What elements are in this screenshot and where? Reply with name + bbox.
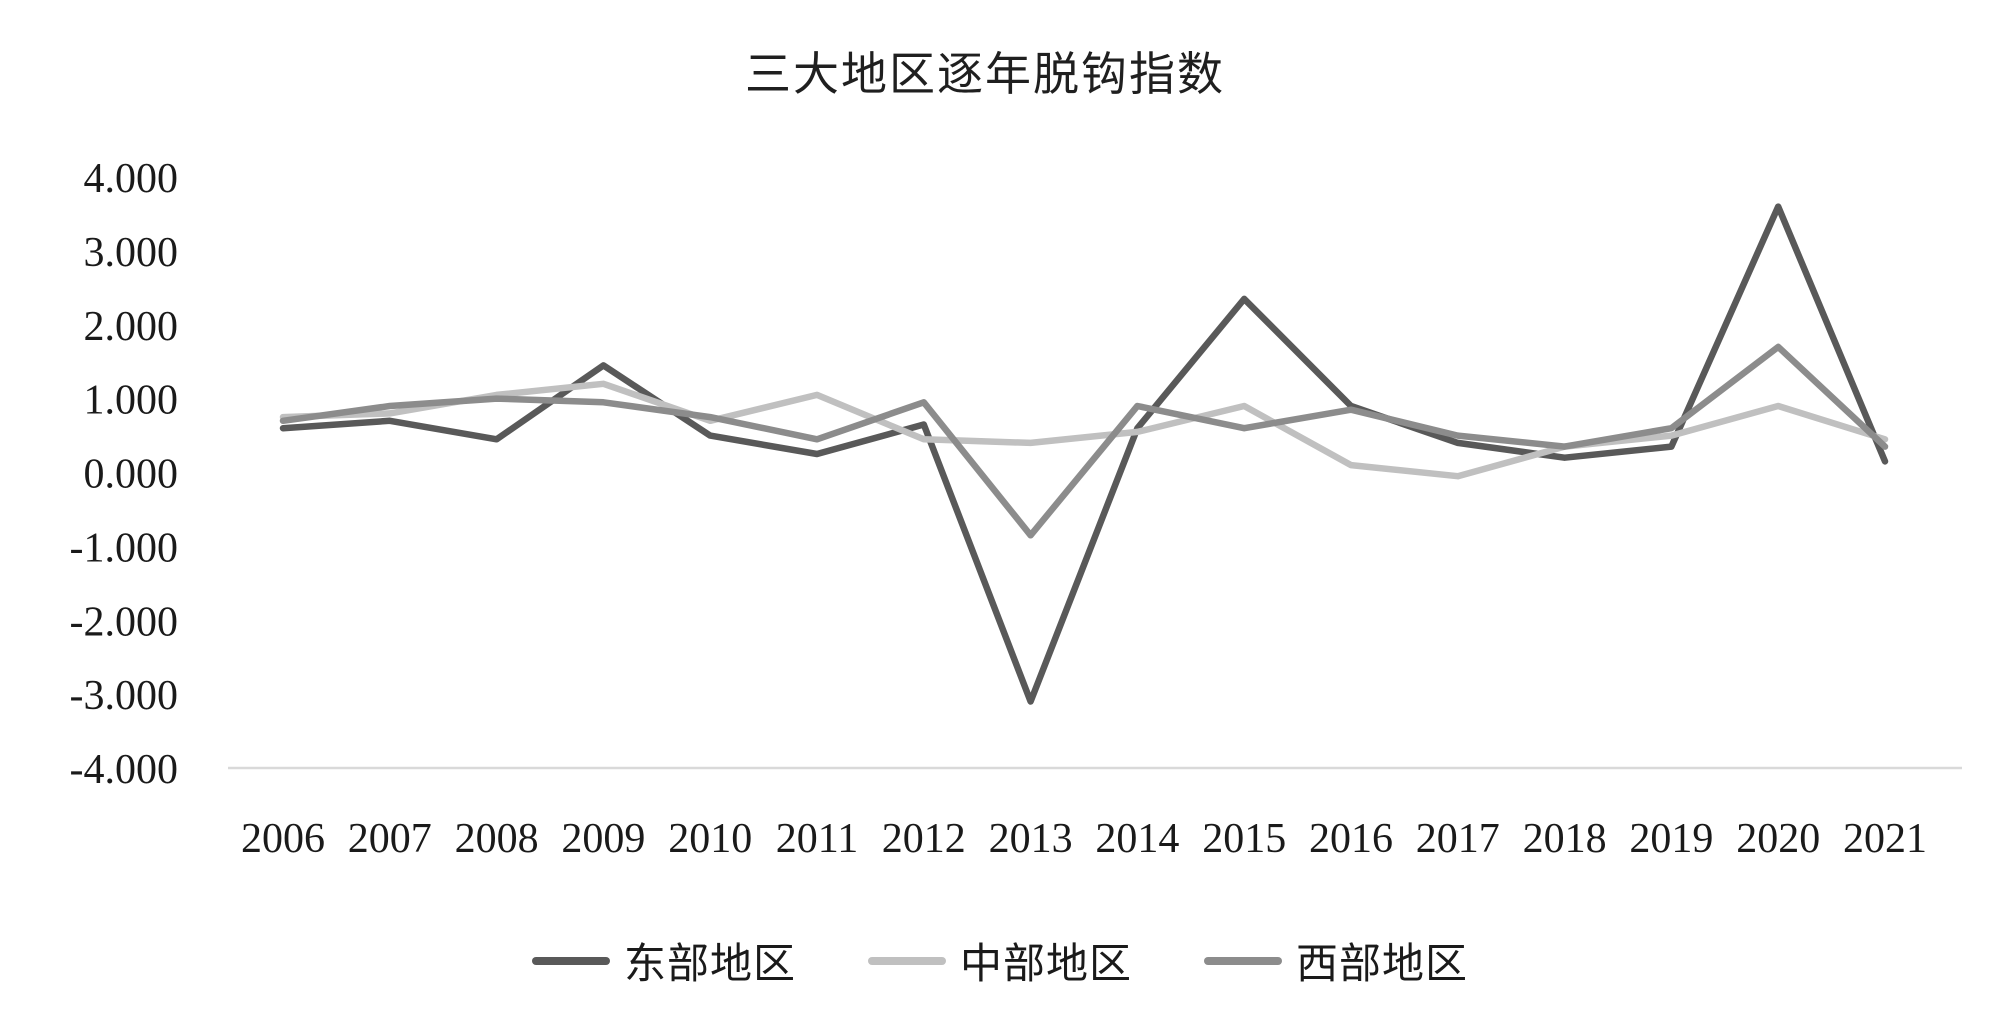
x-tick-label: 2012 xyxy=(882,816,966,862)
legend-label-east: 东部地区 xyxy=(623,942,796,988)
legend-line-swatch-central xyxy=(867,956,946,965)
y-tick-label: -4.000 xyxy=(70,747,179,793)
x-tick-label: 2006 xyxy=(241,816,325,862)
series-line-0 xyxy=(279,203,1889,705)
x-tick-label: 2015 xyxy=(1202,816,1286,862)
y-tick-label: -2.000 xyxy=(70,599,179,645)
legend-entry-west: 西部地区 xyxy=(1204,930,1468,991)
x-tick-label: 2021 xyxy=(1843,816,1927,862)
chart-title: 三大地区逐年脱钩指数 xyxy=(745,49,1225,100)
x-tick-label: 2017 xyxy=(1416,816,1500,862)
y-tick-label: 0.000 xyxy=(84,452,179,498)
x-tick-label: 2018 xyxy=(1523,816,1607,862)
legend-entry-east: 东部地区 xyxy=(531,930,796,991)
y-tick-label: -1.000 xyxy=(70,525,179,571)
x-tick-label: 2011 xyxy=(776,816,858,862)
x-tick-label: 2020 xyxy=(1736,816,1820,862)
y-tick-label: 3.000 xyxy=(84,230,179,276)
legend-label-west: 西部地区 xyxy=(1296,942,1469,988)
x-tick-label: 2009 xyxy=(561,816,645,862)
x-tick-label: 2016 xyxy=(1309,816,1393,862)
y-tick-label: -3.000 xyxy=(70,673,179,719)
x-tick-label: 2013 xyxy=(989,816,1073,862)
x-tick-label: 2019 xyxy=(1629,816,1713,862)
x-tick-label: 2014 xyxy=(1095,816,1179,862)
legend-line-swatch-east xyxy=(531,956,610,965)
series-line-2 xyxy=(279,343,1889,539)
legend-line-swatch-west xyxy=(1204,956,1282,965)
legend-label-central: 中部地区 xyxy=(959,942,1132,988)
y-tick-label: 2.000 xyxy=(84,304,179,350)
chart-legend: 东部地区 中部地区 西部地区 xyxy=(0,930,2000,991)
y-tick-label: 4.000 xyxy=(84,156,179,202)
x-tick-label: 2007 xyxy=(348,816,432,862)
legend-entry-central: 中部地区 xyxy=(867,930,1132,991)
x-tick-label: 2008 xyxy=(455,816,539,862)
series-line-1 xyxy=(279,380,1889,480)
x-tick-label: 2010 xyxy=(668,816,752,862)
y-tick-label: 1.000 xyxy=(84,378,179,424)
